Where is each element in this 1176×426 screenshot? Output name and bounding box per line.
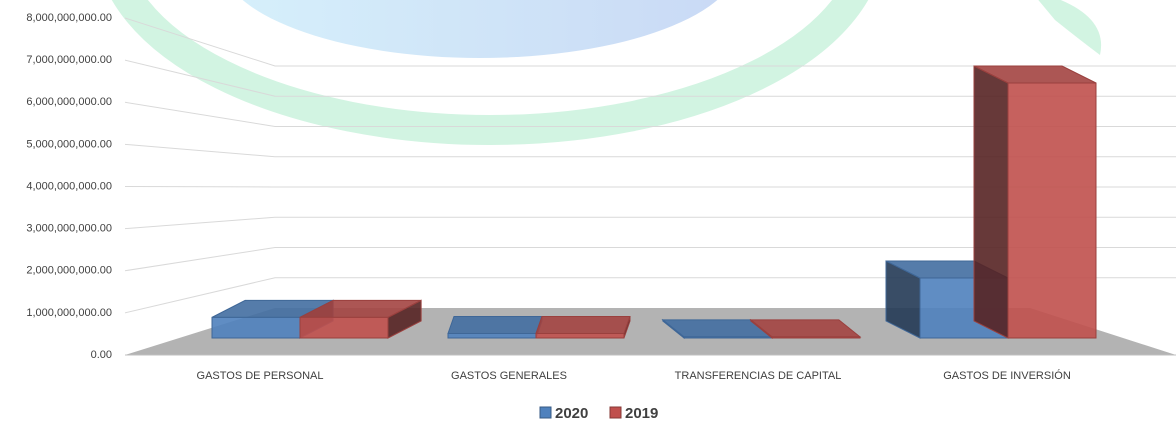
legend-swatch <box>540 407 551 418</box>
bar-front <box>448 334 536 339</box>
bar-top <box>448 317 542 334</box>
y-tick-label: 7,000,000,000.00 <box>26 54 112 66</box>
bar-front <box>684 337 772 338</box>
y-tick-label: 0.00 <box>91 349 112 361</box>
bar-front <box>300 317 388 338</box>
legend-swatch <box>610 407 621 418</box>
chart: 0.00 1,000,000,000.00 2,000,000,000.00 3,00… <box>0 0 1176 426</box>
x-tick-label: TRANSFERENCIAS DE CAPITAL <box>675 370 842 382</box>
y-tick-label: 2,000,000,000.00 <box>26 265 112 277</box>
y-tick-label: 4,000,000,000.00 <box>26 180 112 192</box>
y-tick-label: 1,000,000,000.00 <box>26 307 112 319</box>
x-tick-label: GASTOS DE PERSONAL <box>197 370 324 382</box>
bar-front <box>536 334 624 339</box>
y-tick-label: 3,000,000,000.00 <box>26 223 112 235</box>
bar-front <box>212 317 300 338</box>
y-tick-label: 5,000,000,000.00 <box>26 138 112 150</box>
bar <box>536 317 630 339</box>
bar-top <box>536 317 630 334</box>
bar-side <box>974 66 1008 338</box>
bar-front <box>1008 83 1096 338</box>
x-tick-label: GASTOS DE INVERSIÓN <box>943 369 1071 382</box>
bar-front <box>772 337 860 338</box>
x-tick-label: GASTOS GENERALES <box>451 370 567 382</box>
bar <box>448 317 542 339</box>
y-tick-label: 6,000,000,000.00 <box>26 96 112 108</box>
y-tick-label: 8,000,000,000.00 <box>26 12 112 24</box>
background-decoration <box>110 0 1101 130</box>
legend-label: 2020 <box>555 405 588 422</box>
legend-label: 2019 <box>625 405 658 422</box>
bar <box>974 66 1096 338</box>
